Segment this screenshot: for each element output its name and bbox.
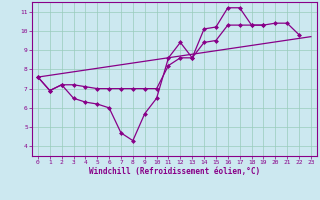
X-axis label: Windchill (Refroidissement éolien,°C): Windchill (Refroidissement éolien,°C) [89,167,260,176]
